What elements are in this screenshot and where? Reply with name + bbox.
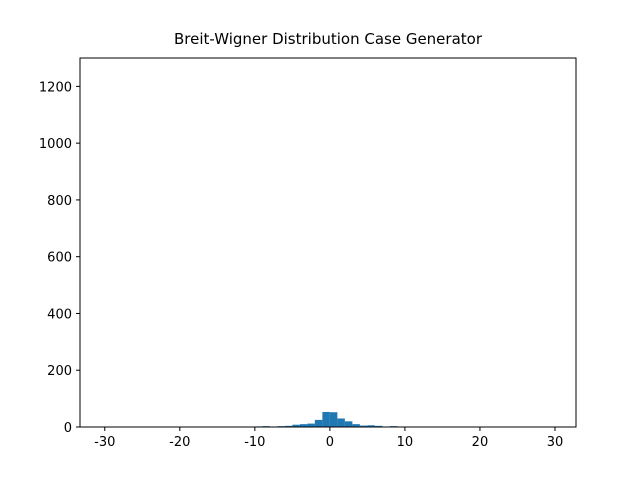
bar: [374, 425, 383, 427]
x-tick-label: -30: [94, 435, 115, 450]
x-tick-label: 10: [397, 435, 414, 450]
bar: [344, 421, 353, 427]
bar: [307, 423, 315, 427]
y-tick-label: 800: [47, 194, 72, 209]
bar: [352, 424, 360, 427]
y-tick-label: 0: [64, 421, 72, 436]
x-tick-label: -20: [169, 435, 190, 450]
x-tick-label: 20: [472, 435, 489, 450]
x-tick-label: 0: [326, 435, 334, 450]
chart-title: Breit-Wigner Distribution Case Generator: [174, 30, 483, 48]
bar: [314, 419, 323, 427]
y-tick-label: 600: [47, 251, 72, 266]
x-tick-label: -10: [244, 435, 265, 450]
bar: [337, 418, 345, 427]
y-tick-label: 1000: [39, 137, 72, 152]
bar: [329, 412, 338, 427]
bar: [292, 424, 300, 427]
bar: [359, 425, 368, 427]
y-tick-label: 1200: [39, 80, 72, 95]
bar: [322, 411, 330, 427]
bar: [367, 425, 375, 427]
bar: [284, 425, 293, 427]
y-tick-label: 400: [47, 307, 72, 322]
y-tick-label: 200: [47, 364, 72, 379]
x-tick-label: 30: [547, 435, 564, 450]
plot-frame: [79, 57, 577, 428]
bar: [299, 424, 308, 427]
